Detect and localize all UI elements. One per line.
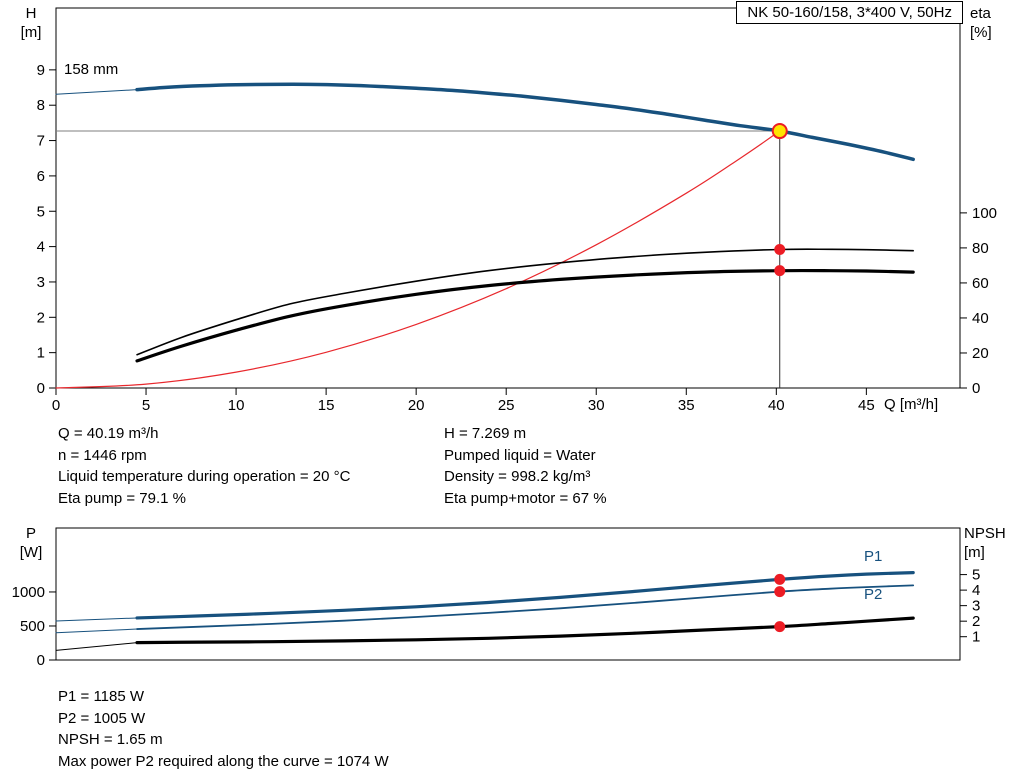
left-tick-label: 1	[37, 345, 45, 362]
impeller-158mm-curve	[135, 82, 915, 162]
x-tick-label: 5	[142, 397, 150, 414]
plot-frame	[55, 7, 961, 389]
p1-curve	[135, 571, 915, 620]
p-axis-symbol: P	[25, 525, 36, 542]
left-tick-label: 1000	[12, 584, 45, 601]
p2-dot	[774, 586, 786, 598]
duty-point	[771, 123, 788, 140]
npsh-axis-symbol: NPSH	[964, 525, 1006, 542]
left-tick-label: 0	[37, 380, 45, 397]
q-axis-title: Q [m³/h]	[884, 396, 939, 413]
x-tick-label: 35	[678, 397, 695, 414]
detail-max-p2: Max power P2 required along the curve = …	[58, 752, 389, 770]
x-tick-label: 25	[498, 397, 515, 414]
x-tick-label: 10	[228, 397, 245, 414]
eta-pump-motor-curve	[135, 268, 915, 363]
left-tick-label: 4	[37, 239, 45, 256]
eta-pump-dot	[774, 243, 786, 255]
impeller-size-label: 158 mm	[64, 61, 119, 78]
left-tick-label: 5	[37, 203, 45, 220]
npsh-curve	[135, 616, 915, 645]
h-axis-title: H [m]	[14, 4, 48, 42]
right-tick-label: 60	[972, 275, 989, 292]
x-tick-label: 40	[768, 397, 785, 414]
p2-curve-label: P2	[864, 586, 883, 603]
system-curve-curve	[55, 130, 781, 389]
p1-dot	[774, 573, 786, 585]
p2-curve	[136, 584, 915, 630]
h-axis-unit: [m]	[20, 24, 42, 41]
right-tick-label: 4	[972, 582, 980, 599]
right-tick-label: 3	[972, 598, 980, 615]
detail-pumped-liquid: Pumped liquid = Water	[444, 446, 596, 464]
p2-leadin-curve	[55, 628, 138, 634]
right-tick-label: 5	[972, 567, 980, 584]
npsh-axis-unit: [m]	[964, 544, 985, 561]
npsh-dot	[774, 621, 786, 633]
npsh-leadin-curve	[55, 642, 138, 651]
right-tick-label: 80	[972, 240, 989, 257]
detail-liquid-temp: Liquid temperature during operation = 20…	[58, 468, 351, 485]
p-axis-unit: [W]	[19, 544, 43, 561]
eta-axis-symbol: eta	[970, 5, 991, 22]
x-tick-label: 20	[408, 397, 425, 414]
x-tick-label: 45	[858, 397, 875, 414]
x-tick-label: 0	[52, 397, 60, 414]
left-tick-label: 9	[37, 62, 45, 79]
right-tick-label: 1	[972, 629, 980, 646]
right-tick-label: 40	[972, 310, 989, 327]
p1-curve-label: P1	[864, 548, 883, 565]
detail-eta-pump-motor: Eta pump+motor = 67 %	[444, 489, 607, 507]
detail-density: Density = 998.2 kg/m³	[444, 468, 591, 485]
detail-p1: P1 = 1185 W	[58, 688, 145, 705]
left-tick-label: 8	[37, 97, 45, 114]
left-tick-label: 0	[37, 652, 45, 669]
details-right-column: H = 7.269 m Pumped liquid = Water Densit…	[444, 423, 607, 509]
detail-n: n = 1446 rpm	[58, 446, 147, 464]
impeller-158mm-leadin-curve	[55, 89, 138, 95]
left-tick-label: 7	[37, 133, 45, 150]
pump-title-box: NK 50-160/158, 3*400 V, 50Hz	[736, 1, 963, 24]
eta-axis-unit: [%]	[970, 24, 992, 41]
power-details-column: P1 = 1185 W P2 = 1005 W NPSH = 1.65 m Ma…	[58, 686, 389, 772]
x-tick-label: 15	[318, 397, 335, 414]
details-left-column: Q = 40.19 m³/h n = 1446 rpm Liquid tempe…	[58, 423, 350, 509]
right-tick-label: 100	[972, 205, 997, 222]
left-tick-label: 3	[37, 274, 45, 291]
right-tick-label: 0	[972, 380, 980, 397]
h-axis-symbol: H	[25, 5, 37, 22]
detail-p2: P2 = 1005 W	[58, 709, 146, 727]
detail-q: Q = 40.19 m³/h	[58, 425, 159, 442]
eta-pump-motor-dot	[774, 265, 786, 277]
detail-eta-pump: Eta pump = 79.1 %	[58, 489, 186, 507]
left-tick-label: 6	[37, 168, 45, 185]
right-tick-label: 20	[972, 345, 989, 362]
eta-pump-curve	[136, 248, 914, 356]
npsh-axis-title: NPSH [m]	[964, 524, 1022, 562]
p-axis-title: P [W]	[14, 524, 48, 562]
plot-frame	[55, 527, 961, 661]
detail-npsh: NPSH = 1.65 m	[58, 731, 163, 748]
detail-h: H = 7.269 m	[444, 425, 527, 442]
left-tick-label: 500	[20, 618, 45, 635]
x-tick-label: 30	[588, 397, 605, 414]
left-tick-label: 2	[37, 309, 45, 326]
p1-leadin-curve	[55, 617, 138, 622]
eta-axis-title: eta [%]	[970, 4, 1020, 42]
right-tick-label: 2	[972, 613, 980, 630]
